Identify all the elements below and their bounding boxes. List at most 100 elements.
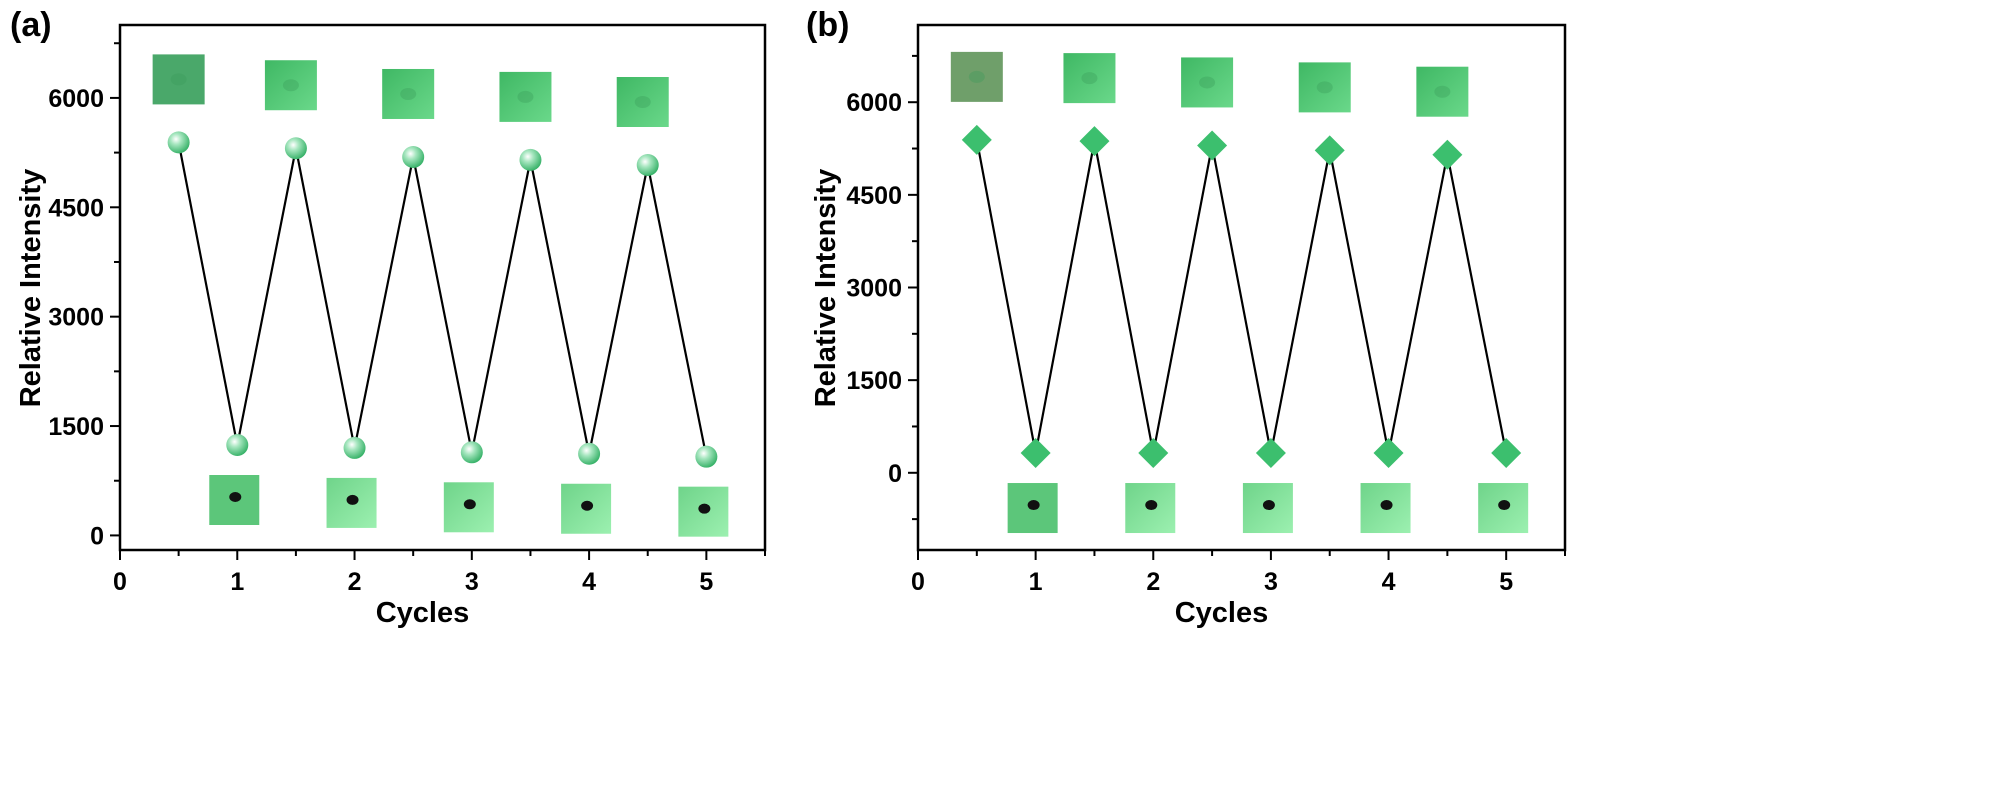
photo-spot <box>1199 76 1216 89</box>
photo-inset-quenched <box>209 475 260 525</box>
photo-inset-bright <box>382 68 435 119</box>
data-point <box>1491 438 1522 469</box>
panel-label: (a) <box>10 6 52 44</box>
data-point <box>1020 438 1051 469</box>
x-tick-label: 4 <box>582 568 596 596</box>
x-tick-label: 1 <box>1029 568 1043 596</box>
photo-spot <box>517 90 534 103</box>
y-tick-label: 1500 <box>846 367 902 395</box>
x-tick-label: 3 <box>465 568 479 596</box>
data-point <box>519 148 542 171</box>
y-tick-label: 3000 <box>846 275 902 303</box>
y-axis-title: Relative Intensity <box>15 169 47 408</box>
x-tick-label: 2 <box>1146 568 1160 596</box>
photo-dark-spot <box>1380 500 1393 511</box>
x-tick-label: 3 <box>1264 568 1278 596</box>
photo-inset-quenched <box>561 483 612 534</box>
photo-spot <box>1434 85 1451 98</box>
photo-square <box>382 68 435 119</box>
photo-square <box>1298 62 1351 113</box>
y-tick-label: 0 <box>90 522 104 550</box>
photo-dark-spot <box>1262 500 1275 511</box>
photo-dark-spot <box>1027 500 1040 511</box>
data-point <box>1255 438 1286 469</box>
y-tick-label: 0 <box>888 460 902 488</box>
photo-spot <box>282 79 299 92</box>
photo-inset-bright <box>264 60 317 111</box>
x-axis-title: Cycles <box>376 597 470 629</box>
photo-inset-quenched <box>443 482 494 533</box>
data-point <box>695 445 718 468</box>
x-tick-label: 0 <box>113 568 127 596</box>
x-tick-label: 5 <box>1499 568 1513 596</box>
photo-square <box>1416 66 1469 117</box>
data-point <box>167 131 190 154</box>
photo-square <box>1063 53 1116 104</box>
photo-spot <box>170 73 187 86</box>
y-tick-label: 6000 <box>48 85 104 113</box>
data-point <box>460 441 483 464</box>
photo-inset-quenched <box>1360 483 1411 534</box>
photo-dark-spot <box>698 503 711 514</box>
y-tick-label: 4500 <box>48 194 104 222</box>
data-point <box>402 145 425 168</box>
x-tick-label: 2 <box>348 568 362 596</box>
photo-spot <box>968 70 985 83</box>
photo-square <box>1181 57 1234 108</box>
photo-square <box>264 60 317 111</box>
panel-a: (a) 0 1500 3000 4500 6000 0 1 2 3 4 5 Cycles Relative… <box>10 6 767 629</box>
photo-spot <box>634 96 651 108</box>
photo-inset-bright <box>616 77 669 127</box>
data-point <box>1314 135 1345 166</box>
photo-dark-spot <box>346 494 359 505</box>
photo-spot <box>400 87 417 100</box>
panel-b: (b) 0 1500 3000 4500 6000 0 1 2 3 4 5 Cycles Relative… <box>806 6 1567 629</box>
x-tick-label: 5 <box>699 568 713 596</box>
photo-inset-bright <box>950 51 1003 102</box>
photo-dark-spot <box>1145 500 1158 511</box>
photo-square <box>616 77 669 127</box>
y-tick-label: 1500 <box>48 413 104 441</box>
data-point <box>578 442 601 465</box>
data-point <box>284 137 307 160</box>
data-point <box>636 154 659 176</box>
photo-inset-quenched <box>1478 483 1529 534</box>
photo-inset-bright <box>499 71 552 122</box>
plot-frame <box>118 23 767 552</box>
photo-inset-bright <box>1063 53 1116 104</box>
photo-dark-spot <box>1498 500 1511 511</box>
y-tick-label: 3000 <box>48 304 104 332</box>
photo-inset-bright <box>1181 57 1234 108</box>
photo-dark-spot <box>581 500 594 511</box>
x-tick-label: 0 <box>911 568 925 596</box>
data-point <box>1432 139 1463 170</box>
y-tick-label: 4500 <box>846 182 902 210</box>
photo-inset-bright <box>1298 62 1351 113</box>
series-line <box>177 142 708 457</box>
photo-inset-quenched <box>678 486 729 537</box>
data-point <box>1197 130 1228 161</box>
data-point <box>1138 438 1169 469</box>
data-point <box>961 124 992 155</box>
data-point <box>1373 438 1404 469</box>
photo-spot <box>1081 72 1098 85</box>
photo-inset-quenched <box>1125 483 1176 534</box>
data-point <box>343 436 366 459</box>
y-axis-title: Relative Intensity <box>810 169 842 408</box>
panel-label: (b) <box>806 6 849 44</box>
photo-inset-bright <box>152 54 205 105</box>
photo-inset-bright <box>1416 66 1469 117</box>
x-tick-label: 1 <box>230 568 244 596</box>
photo-square <box>950 51 1003 102</box>
photo-inset-quenched <box>1007 483 1058 534</box>
photo-dark-spot <box>463 499 476 510</box>
photo-square <box>152 54 205 105</box>
photo-inset-quenched <box>1242 483 1293 534</box>
x-tick-label: 4 <box>1382 568 1396 596</box>
photo-square <box>499 71 552 122</box>
photo-inset-quenched <box>326 477 377 528</box>
photo-spot <box>1316 81 1333 94</box>
series-line <box>975 139 1508 454</box>
x-axis-title: Cycles <box>1175 597 1269 629</box>
